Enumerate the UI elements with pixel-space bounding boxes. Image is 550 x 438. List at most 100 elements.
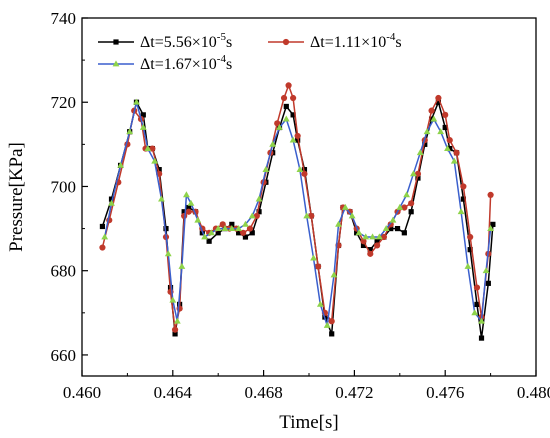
data-point-triangle <box>303 212 311 219</box>
data-point-triangle <box>355 229 363 236</box>
data-point-square <box>374 238 380 244</box>
data-point-circle <box>219 221 226 228</box>
data-point-square <box>140 112 146 118</box>
legend-label: Δt=1.11×10-4s <box>310 31 402 51</box>
data-point-square <box>163 225 169 232</box>
data-point-triangle <box>108 199 115 206</box>
data-point-circle <box>453 149 460 156</box>
x-tick-label: 0.460 <box>63 383 101 402</box>
data-point-triangle <box>169 296 177 303</box>
x-axis-title: Time[s] <box>279 412 338 433</box>
data-point-triangle <box>112 60 120 67</box>
data-point-triangle <box>178 262 186 269</box>
series-line <box>101 84 492 331</box>
data-point-circle <box>290 94 297 102</box>
legend-label-exponent: -4 <box>386 31 396 43</box>
x-tick-label: 0.472 <box>335 383 373 402</box>
data-point-triangle <box>423 128 431 135</box>
data-point-triangle <box>183 191 190 198</box>
data-point-triangle <box>487 224 494 231</box>
data-point-triangle <box>341 203 349 210</box>
data-point-square <box>108 196 115 202</box>
data-point-square <box>415 175 421 181</box>
data-point-triangle <box>444 144 451 151</box>
data-point-circle <box>446 137 453 144</box>
legend-label-exponent: -5 <box>217 31 227 43</box>
data-point-triangle <box>207 229 215 236</box>
data-point-square <box>283 103 289 110</box>
x-tick-label: 0.480 <box>517 383 550 402</box>
data-point-square <box>290 112 296 118</box>
data-point-circle <box>473 284 481 291</box>
data-point-square <box>113 39 119 45</box>
data-point-triangle <box>310 254 317 261</box>
legend-label-exponent: -4 <box>217 53 227 65</box>
data-point-circle <box>274 120 281 127</box>
data-point-square <box>367 247 373 253</box>
data-point-triangle <box>242 220 249 227</box>
data-point-square <box>394 225 401 232</box>
legend-label-unit: s <box>226 34 232 51</box>
data-point-triangle <box>201 233 208 240</box>
y-tick-label: 740 <box>51 9 77 28</box>
data-point-square <box>485 280 491 286</box>
data-point-square <box>99 223 106 230</box>
legend-item: Δt=5.56×10-5s <box>98 31 232 51</box>
data-point-triangle <box>478 317 485 324</box>
data-point-square <box>401 230 407 236</box>
legend-item: Δt=1.67×10-4s <box>98 53 232 73</box>
data-point-triangle <box>221 224 229 231</box>
data-point-triangle <box>144 144 152 151</box>
data-point-triangle <box>382 224 390 231</box>
data-point-triangle <box>471 309 479 316</box>
x-tick-label: 0.468 <box>244 383 282 402</box>
data-point-triangle <box>389 216 397 223</box>
data-point-triangle <box>158 195 165 202</box>
legend-label-main: Δt=1.11×10 <box>310 34 386 51</box>
data-point-triangle <box>269 140 277 147</box>
data-point-triangle <box>396 203 404 210</box>
data-point-circle <box>401 204 408 211</box>
data-point-circle <box>294 132 301 140</box>
data-point-circle <box>99 244 106 251</box>
data-point-circle <box>185 208 192 215</box>
data-point-triangle <box>194 216 202 223</box>
data-point-square <box>442 124 448 131</box>
data-point-triangle <box>248 212 256 219</box>
legend-label-unit: s <box>226 56 232 73</box>
data-point-square <box>181 209 187 215</box>
data-point-circle <box>308 212 315 220</box>
data-point-circle <box>360 238 367 245</box>
data-point-triangle <box>296 166 304 173</box>
data-point-triangle <box>430 115 438 122</box>
data-point-triangle <box>464 262 472 269</box>
y-tick-label: 700 <box>51 177 77 196</box>
data-point-square <box>435 99 441 105</box>
axis-ticks: 0.460 0.464 0.468 0.472 0.476 0.480 660 680 700 7… <box>51 9 550 402</box>
series-triangle <box>101 98 494 328</box>
data-point-circle <box>171 326 179 333</box>
data-point-circle <box>467 233 474 241</box>
data-point-square <box>388 225 394 232</box>
data-point-triangle <box>228 224 236 231</box>
data-point-triangle <box>316 300 324 307</box>
data-point-triangle <box>375 233 383 240</box>
legend-label: Δt=1.67×10-4s <box>140 53 232 73</box>
data-point-triangle <box>348 212 356 219</box>
data-point-triangle <box>416 149 424 156</box>
data-point-triangle <box>276 123 283 130</box>
legend-label: Δt=5.56×10-5s <box>140 31 232 51</box>
data-point-circle <box>285 82 292 89</box>
x-tick-label: 0.476 <box>426 383 464 402</box>
data-point-triangle <box>151 157 159 164</box>
y-tick-label: 660 <box>51 346 77 365</box>
data-point-triangle <box>437 128 445 135</box>
data-point-triangle <box>126 128 134 135</box>
series-layer <box>99 82 496 341</box>
data-point-triangle <box>214 224 222 231</box>
data-point-circle <box>240 229 247 236</box>
data-point-circle <box>487 191 494 198</box>
data-point-triangle <box>335 220 342 227</box>
